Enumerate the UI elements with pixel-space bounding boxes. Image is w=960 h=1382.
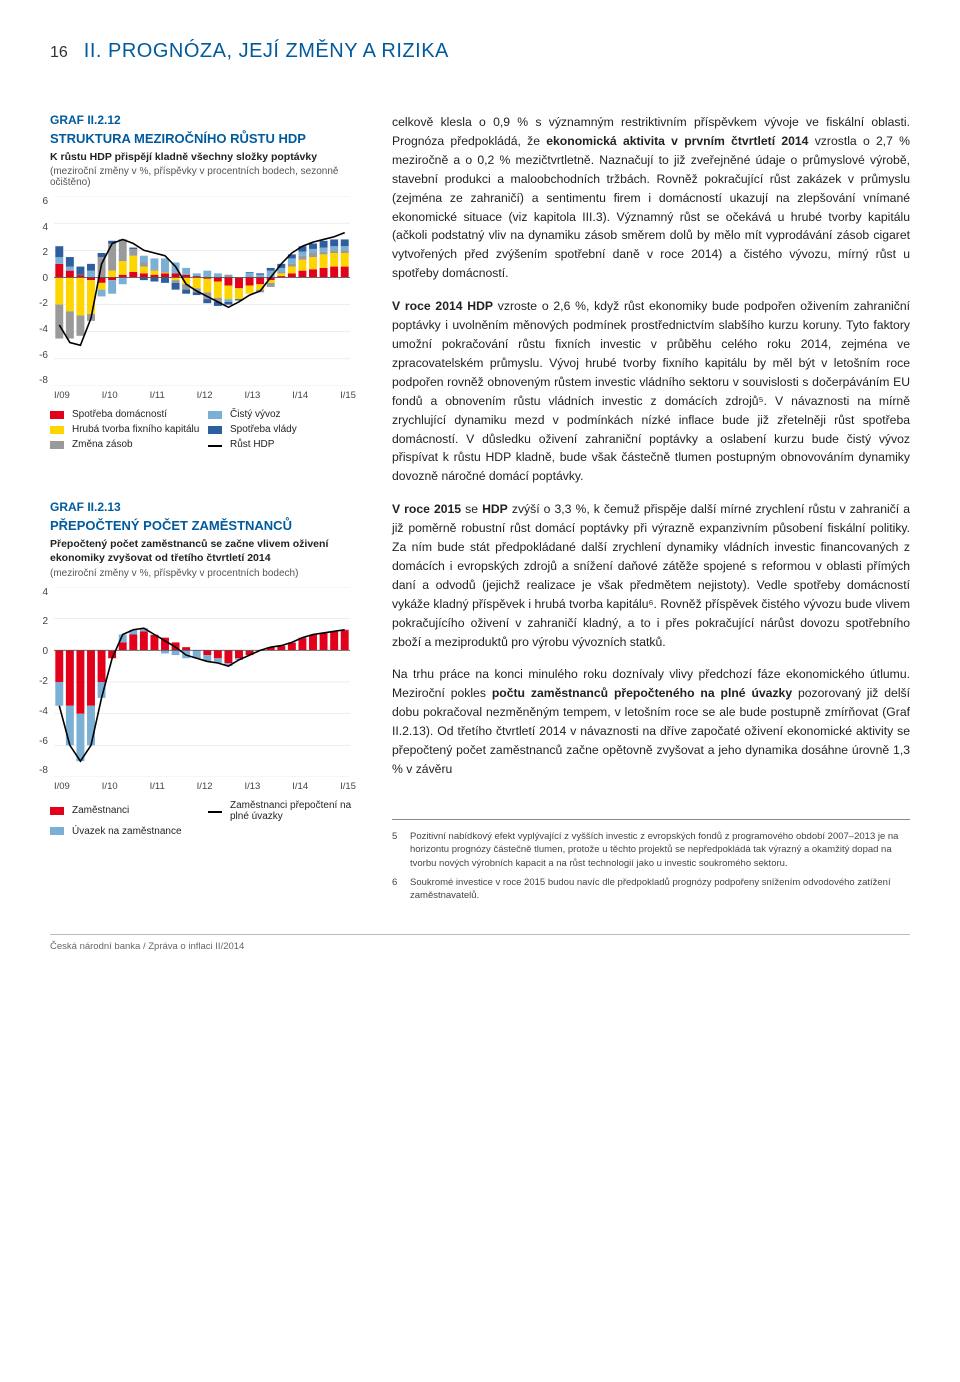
chart1-x-axis: I/09I/10I/11I/12I/13I/14I/15: [50, 390, 360, 401]
chart2-sub: Přepočtený počet zaměstnanců se začne vl…: [50, 537, 360, 565]
body-text: celkově klesla o 0,9 % s významným restr…: [392, 113, 910, 908]
chart-ii-2-13: GRAF II.2.13 PŘEPOČTENÝ POČET ZAMĚSTNANC…: [50, 500, 360, 836]
para-3: V roce 2015 se HDP zvýší o 3,3 %, k čemu…: [392, 500, 910, 651]
fn-5-num: 5: [392, 830, 402, 870]
chart1-title: STRUKTURA MEZIROČNÍHO RŮSTU HDP: [50, 131, 360, 146]
fn-6-text: Soukromé investice v roce 2015 budou nav…: [410, 876, 910, 903]
chart-ii-2-12: GRAF II.2.12 STRUKTURA MEZIROČNÍHO RŮSTU…: [50, 113, 360, 450]
footnotes: 5Pozitivní nabídkový efekt vyplývající z…: [392, 819, 910, 902]
para-1: celkově klesla o 0,9 % s významným restr…: [392, 113, 910, 283]
chart2-title: PŘEPOČTENÝ POČET ZAMĚSTNANCŮ: [50, 518, 360, 533]
page-number: 16: [50, 44, 68, 62]
chart1-y-axis: 6420-2-4-6-8: [34, 196, 48, 386]
chart2-note: (meziroční změny v %, příspěvky v procen…: [50, 568, 360, 579]
section-title: II. PROGNÓZA, JEJÍ ZMĚNY A RIZIKA: [84, 40, 449, 63]
page-footer: Česká národní banka / Zpráva o inflaci I…: [50, 934, 910, 952]
chart1-head: GRAF II.2.12: [50, 113, 360, 127]
chart1-sub: K růstu HDP přispějí kladně všechny slož…: [50, 150, 360, 164]
chart1-legend: Spotřeba domácnostíČistý vývozHrubá tvor…: [50, 409, 360, 450]
fn-6-num: 6: [392, 876, 402, 903]
chart1-note: (meziroční změny v %, příspěvky v procen…: [50, 166, 360, 188]
chart2-y-axis: 420-2-4-6-8: [34, 587, 48, 777]
para-2: V roce 2014 HDP vzroste o 2,6 %, když rů…: [392, 297, 910, 486]
chart1-plot: [54, 196, 350, 386]
chart2-x-axis: I/09I/10I/11I/12I/13I/14I/15: [50, 781, 360, 792]
fn-5-text: Pozitivní nabídkový efekt vyplývající z …: [410, 830, 910, 870]
para-4: Na trhu práce na konci minulého roku doz…: [392, 665, 910, 778]
chart2-legend: ZaměstnanciZaměstnanci přepočtení na pln…: [50, 800, 360, 837]
chart2-plot: [54, 587, 350, 777]
chart2-head: GRAF II.2.13: [50, 500, 360, 514]
page-header: 16 II. PROGNÓZA, JEJÍ ZMĚNY A RIZIKA: [50, 40, 910, 63]
